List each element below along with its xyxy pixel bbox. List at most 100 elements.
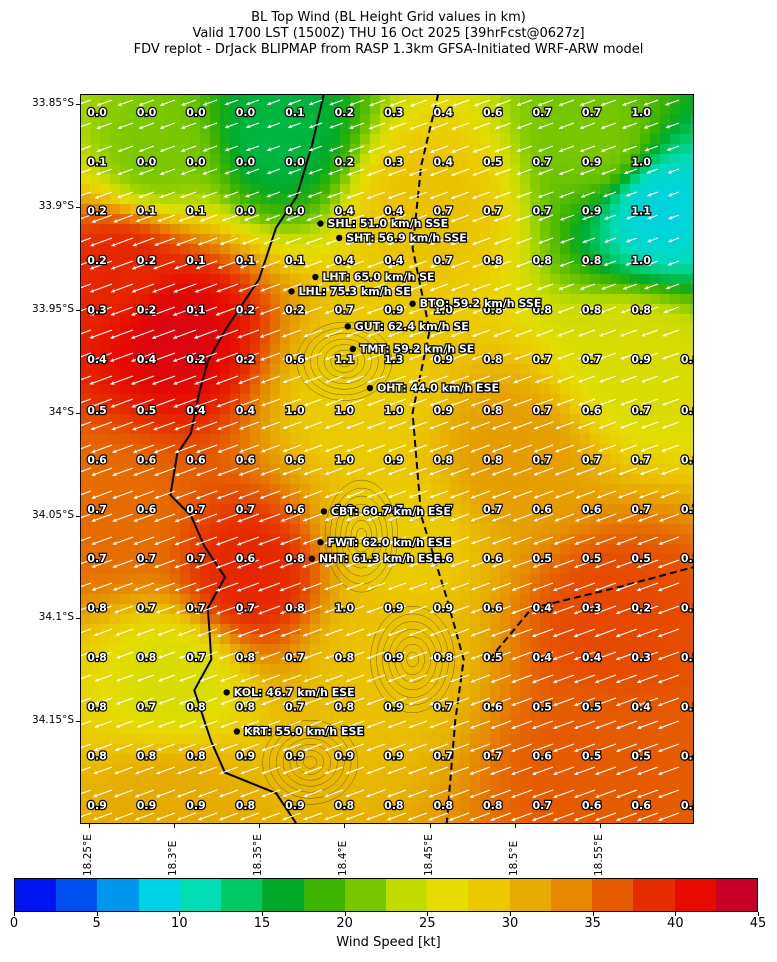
wind-arrow-head (599, 309, 604, 314)
latitude-tick-label: 34.1°S (38, 611, 74, 624)
grid-value: 0.4 (384, 254, 404, 267)
wind-arrow-head (178, 632, 183, 637)
grid-value: 0.1 (186, 205, 206, 218)
wind-arrow (552, 674, 575, 684)
wind-arrow-head (304, 402, 309, 407)
wind-arrow-head (616, 725, 621, 730)
wind-arrow (532, 743, 554, 753)
wind-arrow (491, 651, 512, 660)
wind-arrow-head (117, 102, 122, 107)
wind-arrow (490, 720, 512, 729)
wind-arrow-head (622, 125, 627, 129)
wind-arrow-head (239, 449, 244, 453)
wind-arrow-head (515, 310, 520, 314)
longitude-tick-mark (600, 824, 602, 828)
wind-arrow-head (110, 404, 115, 408)
grid-value: 0.1 (681, 602, 694, 615)
wind-arrow-head (282, 356, 287, 361)
wind-arrow-head (492, 379, 497, 384)
wind-arrow-head (131, 335, 136, 339)
grid-value: 0.7 (87, 503, 107, 516)
wind-arrow-head (408, 448, 413, 453)
wind-arrow (80, 99, 92, 105)
wind-arrow-head (595, 679, 600, 684)
wind-arrow-head (574, 725, 579, 730)
wind-arrow-head (662, 425, 667, 429)
wind-arrow-head (303, 517, 308, 522)
wind-arrow-head (260, 472, 265, 476)
wind-arrow (194, 283, 218, 293)
wind-arrow-head (658, 817, 663, 822)
wind-arrow (258, 536, 281, 546)
wind-arrow-head (472, 264, 477, 268)
wind-arrow-head (596, 518, 601, 522)
latitude-tick-mark (76, 309, 80, 311)
wind-arrow-head (267, 170, 272, 175)
colorbar-tick-mark (427, 912, 429, 916)
wind-arrow (238, 375, 260, 384)
wind-arrow-head (554, 518, 559, 522)
wind-arrow (131, 375, 155, 385)
wind-arrow-head (112, 518, 117, 523)
grid-value: 0.7 (87, 552, 107, 565)
wind-arrow (301, 582, 323, 591)
wind-arrow-head (137, 724, 142, 728)
wind-arrow (280, 628, 302, 637)
wind-arrow-head (532, 656, 537, 661)
wind-arrow-head (495, 148, 500, 153)
wind-arrow-head (156, 770, 161, 775)
wind-arrow-head (345, 609, 350, 614)
wind-arrow (280, 536, 302, 546)
longitude-tick-label: 18.5°E (507, 840, 520, 876)
wind-arrow-head (662, 356, 667, 360)
wind-arrow-head (616, 771, 621, 776)
grid-value: 0.9 (582, 155, 602, 168)
wind-arrow-head (137, 655, 142, 659)
grid-value: 0.7 (483, 750, 503, 763)
wind-arrow-head (387, 793, 392, 798)
wind-arrow-head (200, 678, 205, 682)
station-marker (308, 555, 316, 562)
wind-arrow-head (325, 310, 330, 315)
wind-arrow-head (96, 125, 101, 130)
colorbar (14, 878, 758, 912)
colorbar-swatch (15, 879, 57, 911)
wind-arrow-head (282, 701, 287, 706)
wind-arrow-head (180, 171, 185, 176)
wind-arrow-head (217, 495, 222, 500)
wind-arrow (259, 306, 281, 315)
wind-arrow-head (308, 101, 313, 106)
latitude-tick-label: 33.9°S (38, 200, 74, 213)
wind-arrow (195, 260, 218, 270)
wind-arrow-head (114, 770, 119, 775)
wind-arrow-head (177, 793, 182, 798)
wind-arrow (237, 582, 260, 592)
wind-arrow-head (366, 747, 371, 752)
wind-arrow-head (538, 194, 543, 198)
wind-arrow (658, 743, 680, 753)
wind-arrow (573, 559, 596, 569)
bl-height-grid: 0.0 0.0 0.0 0.0 0.1 0.2 0.3 0.4 0.6 0.7 0.7 1.0 0.1 0… (86, 105, 694, 813)
wind-arrow-head (158, 678, 163, 682)
wind-arrow-head (429, 724, 434, 729)
wind-arrow (594, 674, 617, 684)
wind-arrow-head (134, 587, 139, 591)
wind-arrow-head (116, 655, 121, 659)
wind-arrow-head (532, 610, 537, 615)
wind-arrow (89, 329, 113, 339)
station-label: SHT: 56.9 km/h SSE (346, 231, 467, 244)
longitude-tick-label: 18.45°E (422, 834, 435, 876)
station-label: KRT: 55.0 km/h ESE (244, 725, 364, 738)
wind-arrow-head (303, 310, 308, 315)
wind-arrow-head (450, 540, 455, 545)
wind-arrow (153, 421, 176, 431)
wind-arrow-head (538, 125, 542, 130)
wind-arrow-head (553, 748, 558, 753)
wind-arrow-head (282, 770, 287, 775)
grid-value: 0.1 (285, 106, 305, 119)
wind-arrow-head (152, 404, 157, 408)
wind-arrow-head (641, 379, 646, 383)
wind-arrow-head (152, 335, 157, 339)
wind-arrow-head (175, 610, 180, 614)
wind-arrow-head (258, 541, 263, 546)
